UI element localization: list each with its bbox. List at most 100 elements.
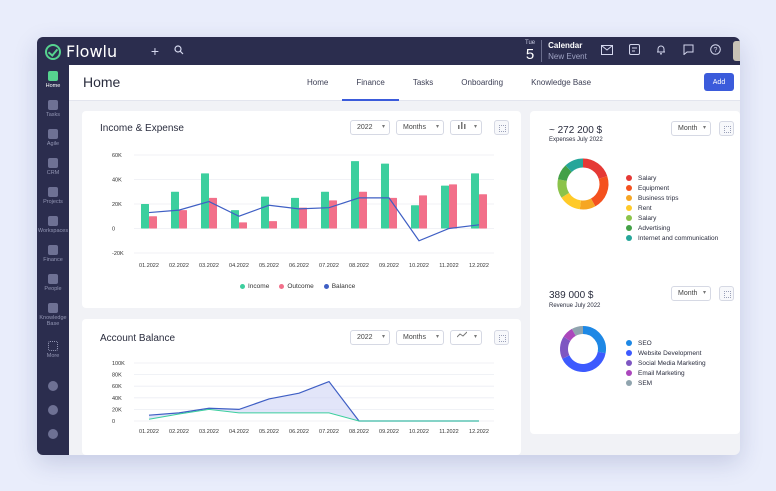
- calendar-widget[interactable]: Tue 5 Calendar New Event: [525, 40, 587, 62]
- period-select[interactable]: Months ▾: [396, 120, 444, 135]
- account-balance-chart: 100K 80K 60K 40K 20K 0 01.2022 02.2022 03.2022 04…: [112, 361, 494, 435]
- sidebar-item-projects[interactable]: Projects: [37, 187, 69, 205]
- plus-icon[interactable]: +: [150, 43, 160, 59]
- year-select[interactable]: 2022 ▾: [350, 120, 390, 135]
- bar-chart-icon: [457, 122, 467, 131]
- donut-slice: [557, 165, 572, 182]
- donut-slice: [582, 158, 608, 180]
- period-select[interactable]: Months ▾: [396, 330, 444, 345]
- x-tick-label: 11.2022: [439, 429, 458, 435]
- legend-item: Rent: [626, 203, 718, 213]
- tab-home[interactable]: Home: [307, 78, 329, 87]
- x-tick-label: 04.2022: [229, 429, 249, 435]
- widget-settings-button[interactable]: [494, 120, 509, 135]
- sidebar-shortcut-2[interactable]: [37, 405, 69, 415]
- card-title: Account Balance: [100, 333, 176, 344]
- sidebar-item-label: People: [44, 286, 62, 292]
- sidebar-item-crm[interactable]: CRM: [37, 158, 69, 176]
- chevron-down-icon: ▾: [381, 124, 385, 130]
- income-bar: [471, 173, 479, 229]
- shortcut-icon: [48, 429, 58, 439]
- expenses-donut-chart: [557, 158, 609, 210]
- mail-icon[interactable]: [599, 43, 615, 59]
- x-tick-label: 05.2022: [259, 263, 279, 269]
- sidebar-item-agile[interactable]: Agile: [37, 129, 69, 147]
- revenue-card: 389 000 $ Revenue July 2022 Month ▾ SEO We…: [530, 276, 740, 434]
- outcome-bar: [329, 200, 337, 229]
- sidebar-item-home[interactable]: Home: [37, 71, 69, 89]
- legend-dot: [626, 225, 632, 231]
- income-expense-chart: 60K 40K 20K 0 -20K 01.2022 02.2022 03.2022 04.20…: [112, 153, 494, 269]
- legend-item: Internet and communication: [626, 233, 718, 243]
- app-logo[interactable]: Flowlu: [45, 42, 117, 61]
- sidebar-shortcut-1[interactable]: [37, 381, 69, 391]
- tab-tasks[interactable]: Tasks: [412, 78, 434, 87]
- legend-item-income[interactable]: Income: [240, 283, 269, 290]
- tab-finance[interactable]: Finance: [342, 65, 399, 101]
- legend-dot: [626, 370, 632, 376]
- y-tick-label: 20K: [112, 407, 122, 413]
- flowlu-logo-icon: [45, 43, 61, 60]
- widget-settings-button[interactable]: [719, 121, 734, 136]
- sidebar-item-knowledge-base[interactable]: Knowledge Base: [37, 303, 69, 327]
- year-select[interactable]: 2022 ▾: [350, 330, 390, 345]
- calendar-weekday: Tue: [525, 40, 536, 46]
- tab-knowledge-base[interactable]: Knowledge Base: [531, 78, 592, 87]
- search-icon[interactable]: [171, 43, 187, 59]
- chart-type-select[interactable]: ▾: [450, 120, 482, 135]
- card-title: Income & Expense: [100, 123, 184, 134]
- widget-settings-button[interactable]: [719, 286, 734, 301]
- legend-item-balance[interactable]: Balance: [323, 283, 355, 290]
- sidebar-item-label: Knowledge Base: [39, 315, 67, 327]
- period-select[interactable]: Month ▾: [671, 286, 711, 301]
- period-select[interactable]: Month ▾: [671, 121, 711, 136]
- legend-dot: [626, 350, 632, 356]
- chat-icon[interactable]: [680, 43, 696, 59]
- widget-settings-button[interactable]: [494, 330, 509, 345]
- add-button[interactable]: Add: [704, 73, 734, 91]
- new-event-link[interactable]: New Event: [548, 52, 587, 61]
- sidebar-item-finance[interactable]: Finance: [37, 245, 69, 263]
- legend-label: Social Media Marketing: [638, 359, 706, 367]
- workspaces-icon: [48, 216, 58, 226]
- expenses-card: ~ 272 200 $ Expenses July 2022 Month ▾ Sa…: [530, 111, 740, 306]
- legend-dot: [626, 235, 632, 241]
- revenue-amount: 389 000 $: [549, 290, 594, 301]
- legend-dot: [626, 175, 632, 181]
- period-select-value: Month: [678, 125, 698, 132]
- sidebar-item-people[interactable]: People: [37, 274, 69, 292]
- x-tick-label: 02.2022: [169, 429, 189, 435]
- outcome-bar: [209, 197, 217, 229]
- donut-slice: [563, 328, 576, 342]
- x-tick-label: 01.2022: [139, 263, 159, 269]
- tab-onboarding[interactable]: Onboarding: [461, 78, 504, 87]
- x-tick-label: 10.2022: [409, 429, 429, 435]
- legend-label: Internet and communication: [638, 234, 719, 242]
- income-bar: [141, 204, 149, 229]
- legend-label: Rent: [638, 204, 652, 212]
- x-tick-label: 02.2022: [169, 263, 189, 269]
- outcome-bar: [239, 222, 247, 229]
- sidebar-item-more[interactable]: More: [37, 341, 69, 359]
- sidebar-item-label: More: [46, 353, 60, 359]
- x-tick-label: 04.2022: [229, 263, 249, 269]
- y-tick-label: -20K: [112, 251, 124, 257]
- chevron-down-icon: ▾: [435, 334, 439, 340]
- bell-icon[interactable]: [653, 43, 669, 59]
- sidebar-item-tasks[interactable]: Tasks: [37, 100, 69, 118]
- legend-item: Equipment: [626, 183, 718, 193]
- sidebar-item-label: Home: [45, 83, 61, 89]
- y-tick-label: 0: [112, 419, 115, 425]
- sidebar-shortcut-3[interactable]: [37, 429, 69, 439]
- account-balance-card: Account Balance 2022 ▾ Months ▾ ▾ 100K 80K 6…: [82, 319, 521, 455]
- chart-type-select[interactable]: ▾: [450, 330, 482, 345]
- legend-label: Salary: [638, 174, 657, 182]
- legend-dot: [626, 215, 632, 221]
- period-select-value: Month: [678, 290, 698, 297]
- user-avatar[interactable]: [733, 41, 740, 61]
- sidebar-item-workspaces[interactable]: Workspaces: [37, 216, 69, 234]
- notes-icon[interactable]: [626, 43, 642, 59]
- help-icon[interactable]: ?: [707, 43, 723, 59]
- x-tick-label: 05.2022: [259, 429, 279, 435]
- legend-item-outcome[interactable]: Outcome: [279, 283, 314, 290]
